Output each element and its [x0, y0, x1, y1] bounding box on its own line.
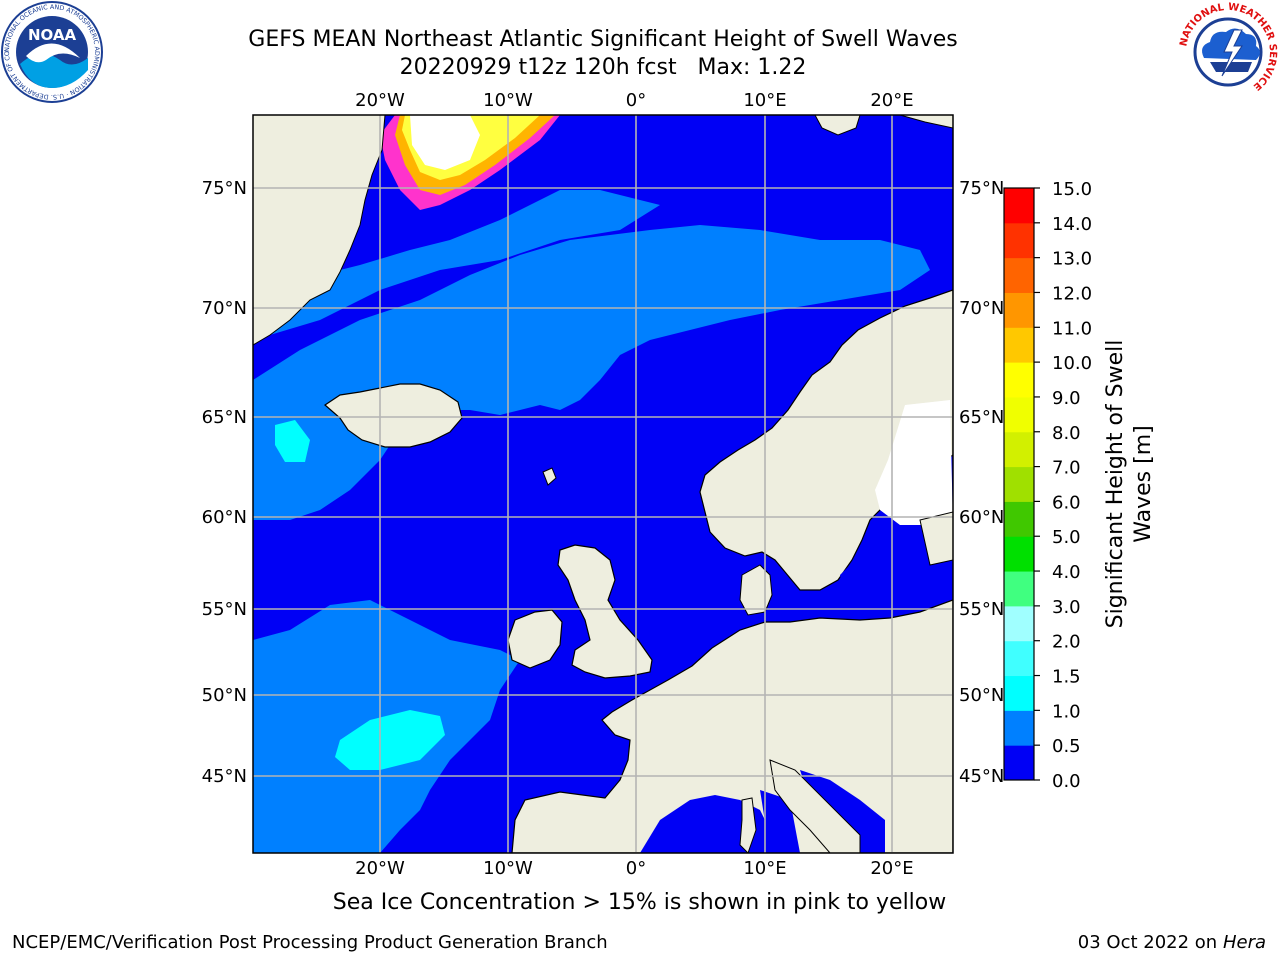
colorbar-tick-label: 4.0	[1052, 562, 1081, 583]
grid	[253, 115, 953, 853]
lat-label-left-60n: 60°N	[202, 507, 247, 528]
colorbar-tick-label: 15.0	[1052, 179, 1092, 200]
colorbar-segment	[1004, 675, 1034, 711]
colorbar-tick-label: 9.0	[1052, 388, 1081, 409]
lat-label-left-75n: 75°N	[202, 178, 247, 199]
lat-label-left-45n: 45°N	[202, 766, 247, 787]
lat-label-right-55n: 55°N	[959, 599, 1004, 620]
colorbar-tick-label: 10.0	[1052, 353, 1092, 374]
land-iceland	[324, 383, 463, 448]
lat-label-right-65n: 65°N	[959, 407, 1004, 428]
land-scandinavia	[699, 289, 953, 591]
colorbar-segment	[1004, 745, 1034, 781]
lat-label-left-65n: 65°N	[202, 407, 247, 428]
footer-credit: NCEP/EMC/Verification Post Processing Pr…	[12, 932, 608, 953]
swell-band-0-5-1-0	[253, 225, 930, 520]
lat-label-right-70n: 70°N	[959, 298, 1004, 319]
colorbar-tick-label: 5.0	[1052, 527, 1081, 548]
swell-cyan-patch-iceland-sw	[275, 420, 310, 462]
colorbar-segment	[1004, 362, 1034, 398]
colorbar-segment	[1004, 466, 1034, 502]
sea-ice-note: Sea Ice Concentration > 15% is shown in …	[332, 890, 947, 915]
lon-label-top-10e: 10°E	[743, 90, 786, 111]
colorbar	[1004, 188, 1034, 781]
land-italy	[769, 759, 861, 853]
colorbar-segment	[1004, 605, 1034, 642]
colorbar-segment	[1004, 640, 1034, 677]
land-faroe	[542, 467, 557, 486]
colorbar-title-line2: Waves [m]	[1131, 425, 1156, 542]
lon-label-bottom-10e: 10°E	[743, 858, 786, 879]
colorbar-segment	[1004, 327, 1034, 363]
noaa-logo: NOAA NATIONAL OCEANIC AND ATMOSPHERIC AD…	[0, 0, 103, 103]
lon-label-top-0: 0°	[626, 90, 646, 111]
colorbar-segment	[1004, 292, 1034, 328]
lat-label-left-70n: 70°N	[202, 298, 247, 319]
chart-title: GEFS MEAN Northeast Atlantic Significant…	[248, 27, 958, 52]
colorbar-segment	[1004, 431, 1034, 468]
land-ireland	[507, 609, 563, 669]
map-frame	[252, 114, 954, 854]
noaa-logo-text: NOAA	[28, 26, 77, 44]
footer-host: Hera	[1222, 932, 1266, 953]
lon-label-bottom-20e: 20°E	[870, 858, 913, 879]
colorbar-tick-label: 6.0	[1052, 492, 1081, 513]
colorbar-tick-label: 0.5	[1052, 736, 1081, 757]
colorbar-frame	[1003, 187, 1035, 781]
colorbar-ticks: 0.0 0.5 1.0 1.5 2.0 3.0 4.0 5.0 6.0 7.0 8.0 9.0 10.0…	[1034, 179, 1092, 792]
sea-adriatic	[800, 770, 885, 853]
lon-label-bottom-10w: 10°W	[483, 858, 533, 879]
land-svalbard	[814, 115, 861, 136]
footer-date: 03 Oct 2022 on Hera	[1078, 932, 1266, 953]
lon-label-bottom-0: 0°	[626, 858, 646, 879]
colorbar-tick-label: 1.0	[1052, 701, 1081, 722]
nws-logo: NATIONAL WEATHER SERVICE	[1178, 2, 1278, 102]
lat-label-left-50n: 50°N	[202, 685, 247, 706]
land-corsica-sardinia	[739, 797, 757, 853]
lon-label-top-20w: 20°W	[355, 90, 405, 111]
colorbar-tick-label: 0.0	[1052, 771, 1081, 792]
colorbar-title-line1: Significant Height of Swell	[1103, 340, 1128, 629]
colorbar-tick-label: 3.0	[1052, 597, 1081, 618]
colorbar-tick-label: 11.0	[1052, 318, 1092, 339]
colorbar-tick-label: 14.0	[1052, 214, 1092, 235]
colorbar-tick-label: 12.0	[1052, 283, 1092, 304]
colorbar-segment	[1004, 222, 1034, 259]
colorbar-segment	[1004, 396, 1034, 433]
colorbar-tick-label: 13.0	[1052, 249, 1092, 270]
sea-baltic	[840, 525, 915, 610]
lat-label-left-55n: 55°N	[202, 599, 247, 620]
footer-date-text: 03 Oct 2022 on	[1077, 932, 1223, 953]
lon-label-bottom-20w: 20°W	[355, 858, 405, 879]
land-great-britain	[557, 544, 653, 679]
lat-label-right-75n: 75°N	[959, 178, 1004, 199]
colorbar-segment	[1004, 501, 1034, 537]
lon-label-top-10w: 10°W	[483, 90, 533, 111]
lat-label-right-60n: 60°N	[959, 507, 1004, 528]
lon-label-top-20e: 20°E	[870, 90, 913, 111]
colorbar-segment	[1004, 710, 1034, 746]
colorbar-tick-label: 7.0	[1052, 458, 1081, 479]
swell-cyan-patch-biscay	[335, 710, 445, 770]
land-finland	[919, 511, 953, 566]
colorbar-tick-label: 8.0	[1052, 423, 1081, 444]
land-sweden-white	[875, 400, 953, 525]
lat-label-right-50n: 50°N	[959, 685, 1004, 706]
chart-subtitle: 20220929 t12z 120h fcst Max: 1.22	[399, 55, 807, 80]
colorbar-segment	[1004, 257, 1034, 293]
land-denmark	[739, 564, 773, 616]
sea-ice-white	[410, 115, 480, 170]
colorbar-tick-label: 2.0	[1052, 632, 1081, 653]
colorbar-segment	[1004, 188, 1034, 224]
swell-band-0-5-1-0-north	[253, 190, 660, 340]
colorbar-segment	[1004, 571, 1034, 607]
colorbar-tick-label: 1.5	[1052, 667, 1081, 688]
lat-label-right-45n: 45°N	[959, 766, 1004, 787]
land-svalbard-east	[899, 115, 953, 129]
colorbar-segment	[1004, 536, 1034, 572]
